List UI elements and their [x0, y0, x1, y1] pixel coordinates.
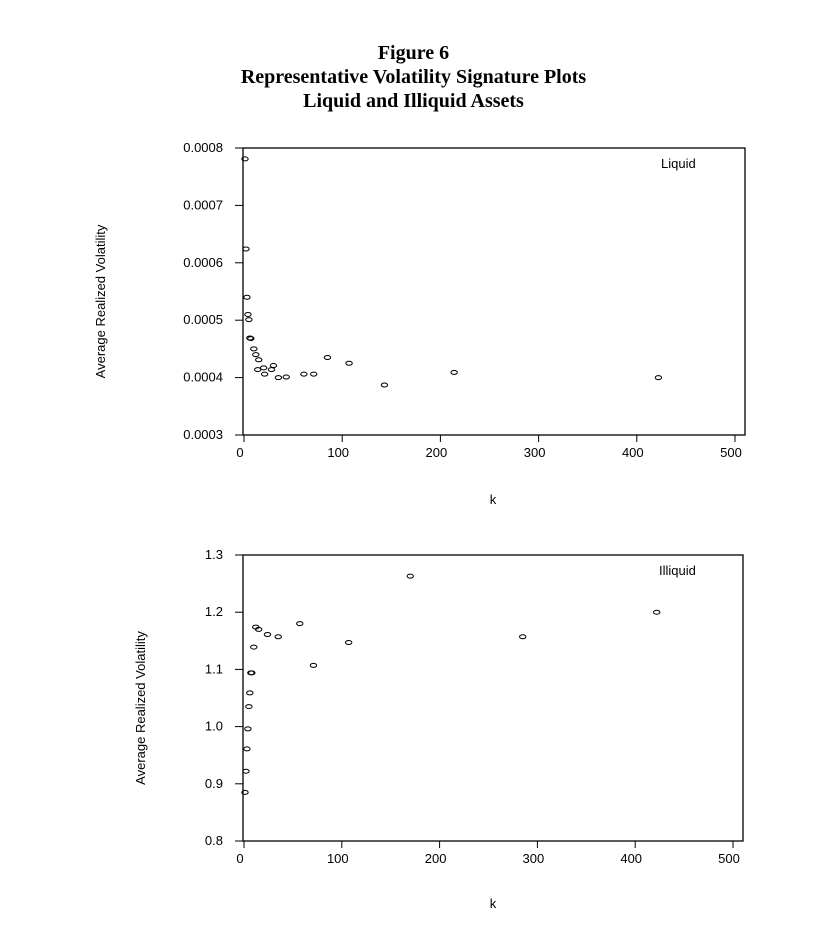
x-axis-label: k [490, 896, 497, 911]
data-point [242, 246, 250, 252]
x-tick-label: 100 [327, 445, 349, 460]
y-tick-label: 1.1 [205, 661, 223, 676]
data-point [250, 644, 258, 650]
y-tick-label: 0.0004 [183, 370, 223, 385]
data-point [248, 670, 256, 676]
plot-liquid: 0.0003 0.0004 0.0005 0.0006 0.0007 0.0008 0 100… [93, 140, 746, 507]
legend-label: Liquid [661, 156, 696, 171]
data-point [653, 609, 661, 615]
data-point [242, 768, 250, 774]
data-point [247, 336, 255, 342]
x-tick-label: 200 [426, 445, 448, 460]
data-point [263, 632, 272, 638]
plot-frame [242, 147, 746, 436]
y-tick-label: 1.3 [205, 547, 223, 562]
y-axis-label: Average Realized Volatility [133, 631, 148, 785]
y-axis-label: Average Realized Volatility [93, 224, 108, 378]
y-tick-label: 0.9 [205, 776, 223, 791]
y-tick-label: 0.8 [205, 833, 223, 848]
data-point [309, 662, 318, 668]
x-axis-label: k [490, 492, 497, 507]
data-point [300, 371, 308, 377]
data-point [344, 640, 353, 646]
y-tick-label: 1.2 [205, 604, 223, 619]
data-point [274, 375, 283, 381]
data-point [406, 573, 414, 579]
data-point [260, 371, 269, 377]
data-point [246, 690, 254, 696]
figure-title: Figure 6 Representative Volatility Signa… [0, 41, 827, 113]
data-point [255, 357, 263, 363]
data-point [274, 634, 282, 640]
data-point [282, 374, 290, 380]
data-point [241, 789, 249, 795]
data-point [244, 311, 252, 317]
y-tick-label: 0.0003 [183, 427, 223, 442]
data-point [345, 360, 353, 366]
data-point [323, 355, 332, 361]
figure-title-line-3: Liquid and Illiquid Assets [303, 90, 524, 112]
data-point [245, 704, 253, 710]
data-point [450, 369, 458, 375]
data-point [250, 346, 258, 352]
data-point [244, 726, 252, 732]
plot-frame [242, 554, 744, 842]
x-tick-label: 300 [524, 445, 546, 460]
x-tick-label: 0 [236, 851, 243, 866]
y-tick-label: 0.0006 [183, 255, 223, 270]
x-tick-label: 0 [236, 445, 243, 460]
data-point [296, 621, 304, 627]
data-point [380, 382, 389, 388]
y-tick-label: 0.0005 [183, 312, 223, 327]
legend-label: Illiquid [659, 563, 696, 578]
x-tick-label: 500 [718, 851, 740, 866]
data-point [243, 294, 251, 300]
plot-illiquid: 0.8 0.9 1.0 1.1 1.2 1.3 0 100 200 300 400 500 k Avera… [133, 547, 744, 911]
x-tick-label: 500 [720, 445, 742, 460]
data-point [252, 352, 260, 358]
x-tick-label: 200 [425, 851, 447, 866]
data-point [519, 634, 527, 640]
figure-title-line-2: Representative Volatility Signature Plot… [240, 66, 587, 88]
x-tick-label: 100 [327, 851, 349, 866]
y-tick-label: 0.0008 [183, 140, 223, 155]
x-tick-label: 300 [523, 851, 545, 866]
data-point [245, 317, 253, 323]
data-point [254, 626, 263, 632]
data-point [259, 365, 268, 371]
data-point [269, 363, 278, 369]
data-point [267, 367, 276, 373]
x-tick-label: 400 [620, 851, 642, 866]
y-tick-label: 1.0 [205, 719, 223, 734]
x-tick-label: 400 [622, 445, 644, 460]
data-point [241, 156, 249, 162]
data-point [310, 371, 318, 377]
figure-title-line-1: Figure 6 [377, 42, 450, 64]
y-tick-label: 0.0007 [183, 197, 223, 212]
data-point [654, 375, 663, 381]
data-point [246, 335, 254, 341]
data-point [243, 746, 251, 752]
